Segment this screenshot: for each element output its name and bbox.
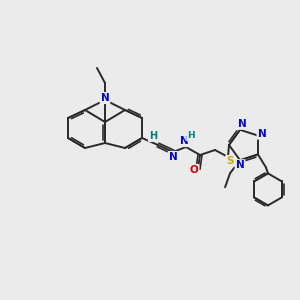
- Text: O: O: [190, 165, 198, 175]
- Text: S: S: [226, 156, 234, 166]
- Text: N: N: [238, 119, 246, 129]
- Text: N: N: [100, 93, 109, 103]
- Text: N: N: [180, 136, 188, 146]
- Text: H: H: [149, 131, 157, 141]
- Text: N: N: [169, 152, 177, 162]
- Text: N: N: [236, 160, 244, 170]
- Text: N: N: [258, 129, 266, 139]
- Text: H: H: [187, 131, 195, 140]
